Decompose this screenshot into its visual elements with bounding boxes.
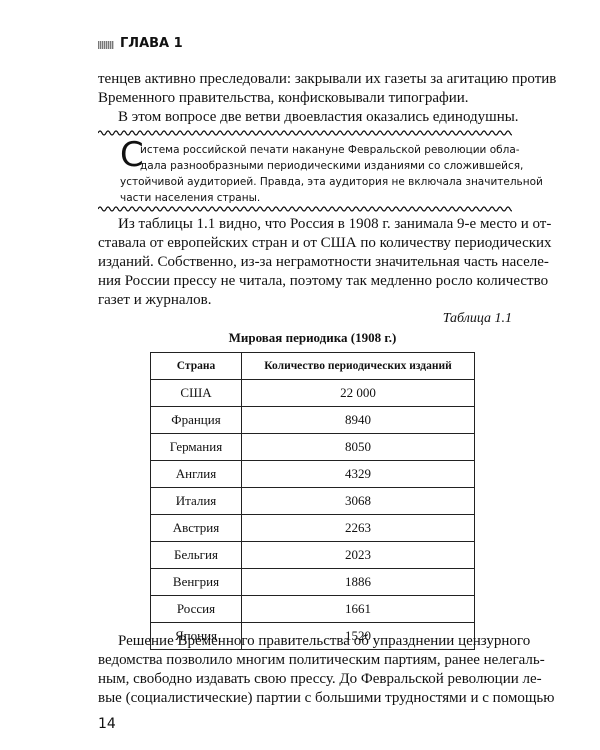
table: Страна Количество периодических изданий …	[150, 352, 475, 650]
count-cell: 8050	[241, 433, 475, 461]
country-cell: США	[150, 379, 242, 407]
country-cell: Бельгия	[150, 541, 242, 569]
country-cell: Япония	[150, 622, 242, 650]
table-row: Россия 1661	[150, 595, 475, 623]
drop-initial: С	[120, 135, 144, 175]
text-line: вые (социалистические) партии с большими…	[98, 690, 555, 706]
country-cell: Германия	[150, 433, 242, 461]
count-cell: 22 000	[241, 379, 475, 407]
highlight-line: дала разнообразными периодическими издан…	[140, 160, 524, 172]
count-cell: 2263	[241, 514, 475, 542]
wave-top	[98, 130, 512, 136]
header-bar	[98, 41, 114, 49]
text-line: ния России прессу не читала, поэтому так…	[98, 273, 549, 289]
table-title: Мировая периодика (1908 г.)	[228, 330, 397, 345]
column-header: Страна	[150, 352, 242, 380]
highlight-line: устойчивой аудиторией. Правда, эта аудит…	[120, 176, 543, 188]
count-cell: 8940	[241, 406, 475, 434]
text-line: ставала от европейских стран и от США по…	[98, 235, 552, 251]
text-line: газет и журналов.	[98, 292, 212, 308]
text-line: Из таблицы 1.1 видно, что Россия в 1908 …	[118, 216, 552, 232]
chapter-label: ГЛАВА 1	[120, 36, 183, 51]
count-cell: 1886	[241, 568, 475, 596]
text-line: В этом вопросе две ветви двоевластия ока…	[118, 109, 519, 125]
country-cell: Венгрия	[150, 568, 242, 596]
page-number: 14	[98, 716, 116, 732]
table-row: Япония 1520	[150, 622, 475, 650]
table-label: Таблица 1.1	[442, 311, 512, 326]
text-line: ведомства позволило многим политическим …	[98, 652, 545, 668]
country-cell: Австрия	[150, 514, 242, 542]
table-row: Австрия 2263	[150, 514, 475, 542]
highlight-box: С истема российской печати накануне Февр…	[98, 136, 543, 204]
text-line: ным, свободно издавать свою прессу. До Ф…	[98, 671, 542, 687]
country-cell: Италия	[150, 487, 242, 515]
text-line: тенцев активно преследовали: закрывали и…	[98, 71, 557, 87]
text-line: изданий. Собственно, из-за неграмотности…	[98, 254, 549, 270]
table-row: Франция 8940	[150, 406, 475, 434]
highlight-line: истема российской печати накануне Феврал…	[140, 144, 520, 156]
table-row: Италия 3068	[150, 487, 475, 515]
country-cell: Франция	[150, 406, 242, 434]
country-cell: Россия	[150, 595, 242, 623]
highlight-line: части населения страны.	[120, 192, 261, 204]
table-row: Венгрия 1886	[150, 568, 475, 596]
text-top: тенцев активно преследовали: закрывали и…	[98, 70, 557, 130]
text-line: Решение Временного правительства об упра…	[118, 633, 531, 649]
table-row: Германия 8050	[150, 433, 475, 461]
count-cell: 4329	[241, 460, 475, 488]
count-cell: 1661	[241, 595, 475, 623]
count-cell: 2023	[241, 541, 475, 569]
count-cell: 3068	[241, 487, 475, 515]
text-bottom: Решение Временного правительства об упра…	[98, 632, 555, 712]
header-row: Страна Количество периодических изданий	[150, 352, 475, 380]
table-row: Англия 4329	[150, 460, 475, 488]
text-middle: Из таблицы 1.1 видно, что Россия в 1908 …	[98, 215, 552, 310]
table-row: США 22 000	[150, 379, 475, 407]
column-header: Количество периодических изданий	[241, 352, 475, 380]
table-row: Бельгия 2023	[150, 541, 475, 569]
wave-bottom	[98, 206, 512, 212]
count-cell: 1520	[241, 622, 475, 650]
text-line: Временного правительства, конфисковывали…	[98, 90, 469, 106]
country-cell: Англия	[150, 460, 242, 488]
